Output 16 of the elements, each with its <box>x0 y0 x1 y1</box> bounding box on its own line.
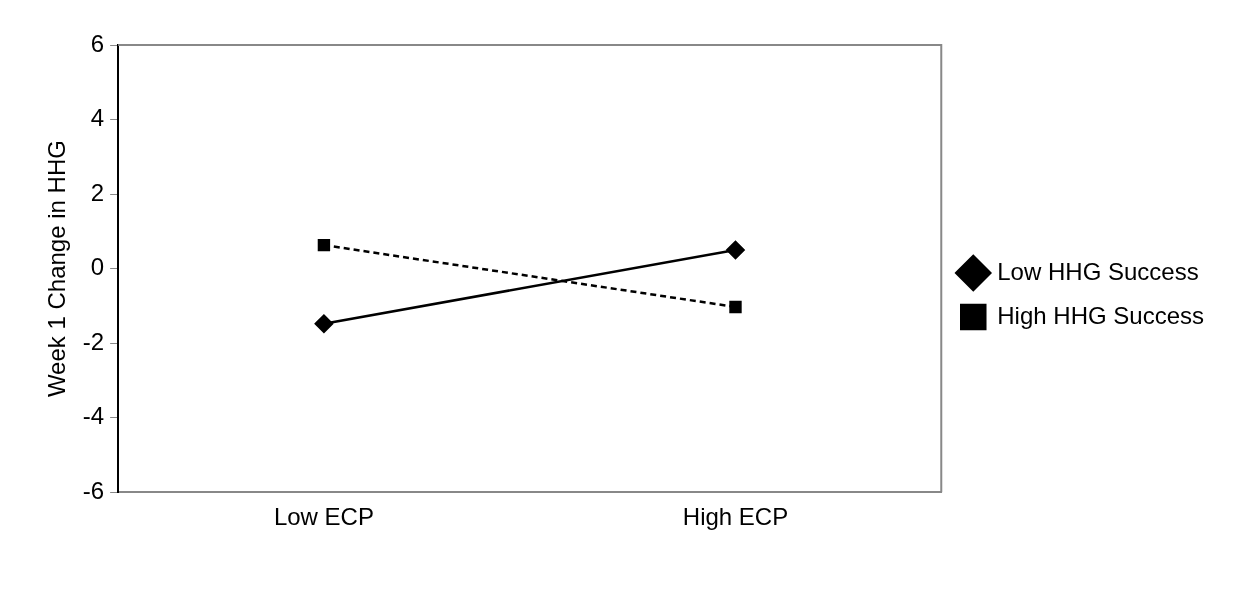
legend-label: Low HHG Success <box>997 257 1199 285</box>
point <box>726 240 745 260</box>
y-tick-label: 4 <box>90 104 105 132</box>
point <box>314 314 334 334</box>
y-tick-label: -2 <box>82 327 105 355</box>
y-tick-label: 6 <box>90 29 105 57</box>
x-tick-label: High ECP <box>682 503 789 531</box>
point <box>317 238 331 252</box>
y-tick-label: 2 <box>90 178 105 206</box>
legend-label: High HHG Success <box>997 301 1204 329</box>
x-tick-label: Low ECP <box>273 503 374 531</box>
point <box>729 300 742 314</box>
y-axis-title: Week 1 Change in HHG <box>43 140 71 398</box>
y-tick-label: 0 <box>90 253 105 281</box>
y-tick-label: -4 <box>82 402 105 430</box>
y-tick-label: -6 <box>82 476 105 504</box>
